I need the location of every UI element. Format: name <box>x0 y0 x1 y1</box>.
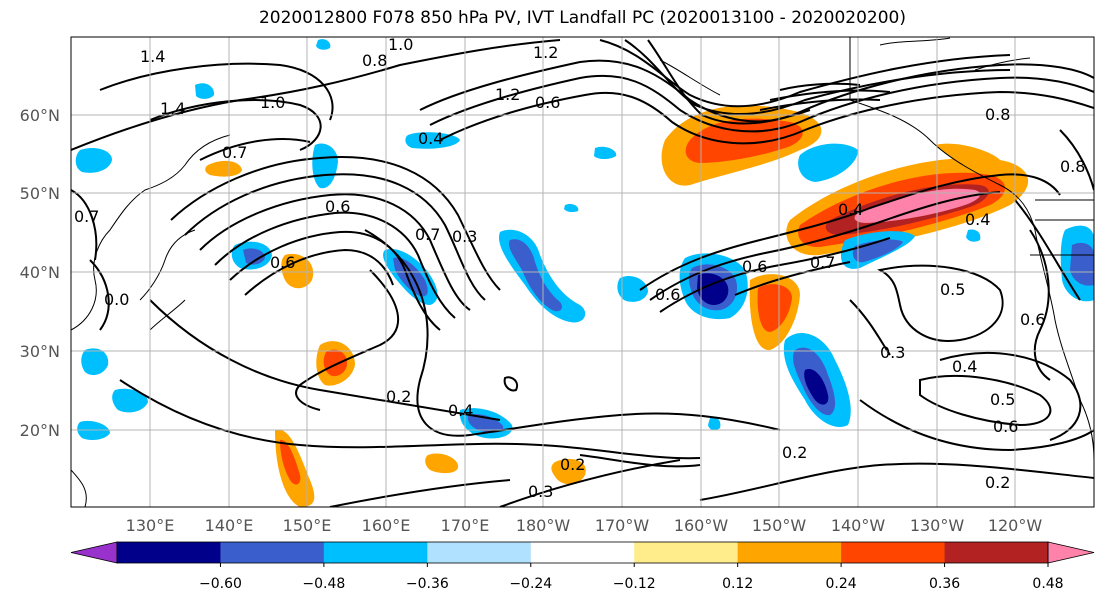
contour-label: 0.7 <box>810 253 835 272</box>
contour-label: 0.7 <box>415 225 440 244</box>
colorbar-tick-label: −0.12 <box>613 576 656 592</box>
contour-label: 0.8 <box>362 51 387 70</box>
contour-label: 0.2 <box>560 455 585 474</box>
colorbar-segment <box>841 542 946 563</box>
map-frame <box>70 36 1095 508</box>
colorbar-tick-label: −0.60 <box>199 576 242 592</box>
contour-label: 0.6 <box>993 417 1018 436</box>
colorbar-tick-label: 0.12 <box>722 576 753 592</box>
positive-anomaly <box>205 105 1029 507</box>
contour-label: 0.7 <box>222 143 247 162</box>
colorbar-tick-label: −0.48 <box>302 576 345 592</box>
colorbar-segment <box>944 542 1049 563</box>
lat-label: 50°N <box>20 184 60 203</box>
colorbar-tick-label: 0.24 <box>826 576 857 592</box>
contour-label: 0.4 <box>448 401 473 420</box>
coastlines <box>71 37 1094 507</box>
colorbar-frame <box>116 541 1049 564</box>
lat-label: 60°N <box>20 106 60 125</box>
gridlines <box>71 37 1094 507</box>
contour-label: 0.6 <box>270 253 295 272</box>
contour-label: 0.6 <box>1020 310 1045 329</box>
colorbar-tick-label: 0.36 <box>929 576 960 592</box>
lat-label: 40°N <box>20 263 60 282</box>
colorbar-ticks: −0.60 −0.48 −0.36 −0.24 −0.12 0.12 0.24 0.36 0.4… <box>199 563 1064 592</box>
contour-label: 0.3 <box>528 482 553 501</box>
contour-label: 0.6 <box>325 197 350 216</box>
contour-label: 1.2 <box>495 85 520 104</box>
contour-label: 0.0 <box>104 290 129 309</box>
contour-labels: 1.4 1.0 0.8 1.2 1.4 1.0 1.2 0.6 0.4 0.6 … <box>74 35 1085 501</box>
colorbar-segment <box>634 542 739 563</box>
lon-label: 160°W <box>674 516 729 535</box>
ivt-contours <box>71 39 1094 507</box>
colorbar-segment <box>737 542 842 563</box>
colorbar-segment <box>117 542 221 563</box>
colorbar-extend-high <box>1047 541 1095 564</box>
lon-label: 150°E <box>283 516 332 535</box>
contour-label: 0.2 <box>782 443 807 462</box>
map-title: 2020012800 F078 850 hPa PV, IVT Landfall… <box>258 8 906 28</box>
lon-label: 170°W <box>595 516 650 535</box>
colorbar-segment <box>220 542 325 563</box>
contour-label: 0.4 <box>418 129 443 148</box>
contour-label: 0.4 <box>965 210 990 229</box>
lon-label: 130°W <box>910 516 965 535</box>
colorbar-tick-label: −0.24 <box>509 576 552 592</box>
lon-label: 180°W <box>516 516 571 535</box>
contour-label: 0.6 <box>535 93 560 112</box>
colorbar-tick-label: −0.36 <box>406 576 449 592</box>
contour-label: 0.4 <box>952 357 977 376</box>
contour-label: 0.2 <box>985 473 1010 492</box>
lat-label: 30°N <box>20 342 60 361</box>
colorbar-segment <box>530 542 635 563</box>
contour-label: 0.4 <box>838 200 863 219</box>
contour-label: 1.0 <box>388 35 413 54</box>
pv-shading <box>71 37 1094 507</box>
colorbar-segments <box>70 541 1095 564</box>
contour-label: 0.5 <box>940 280 965 299</box>
colorbar-tick-label: 0.48 <box>1032 576 1063 592</box>
lon-label: 140°E <box>205 516 254 535</box>
longitude-labels: 130°E 140°E 150°E 160°E 170°E 180°W 170°… <box>126 516 1043 535</box>
contour-label: 0.6 <box>655 285 680 304</box>
lat-label: 20°N <box>20 421 60 440</box>
contour-label: 0.6 <box>742 257 767 276</box>
contour-label: 0.2 <box>386 387 411 406</box>
contour-label: 1.4 <box>140 47 165 66</box>
lon-label: 150°W <box>752 516 807 535</box>
colorbar-segment <box>427 542 532 563</box>
lon-label: 140°W <box>831 516 886 535</box>
colorbar-segment <box>323 542 428 563</box>
colorbar-extend-low <box>70 541 118 564</box>
contour-label: 0.5 <box>990 390 1015 409</box>
lon-label: 130°E <box>126 516 175 535</box>
lon-label: 170°E <box>441 516 490 535</box>
contour-label: 1.4 <box>160 99 185 118</box>
lon-label: 120°W <box>988 516 1043 535</box>
contour-label: 0.3 <box>452 227 477 246</box>
contour-label: 0.3 <box>880 343 905 362</box>
contour-label: 1.0 <box>260 93 285 112</box>
negative-anomaly <box>75 39 1094 441</box>
contour-label: 1.2 <box>533 43 558 62</box>
contour-label: 0.8 <box>985 105 1010 124</box>
latitude-labels: 60°N 50°N 40°N 30°N 20°N <box>20 106 60 440</box>
contour-label: 0.8 <box>1060 157 1085 176</box>
lon-label: 160°E <box>362 516 411 535</box>
contour-label: 0.7 <box>74 207 99 226</box>
